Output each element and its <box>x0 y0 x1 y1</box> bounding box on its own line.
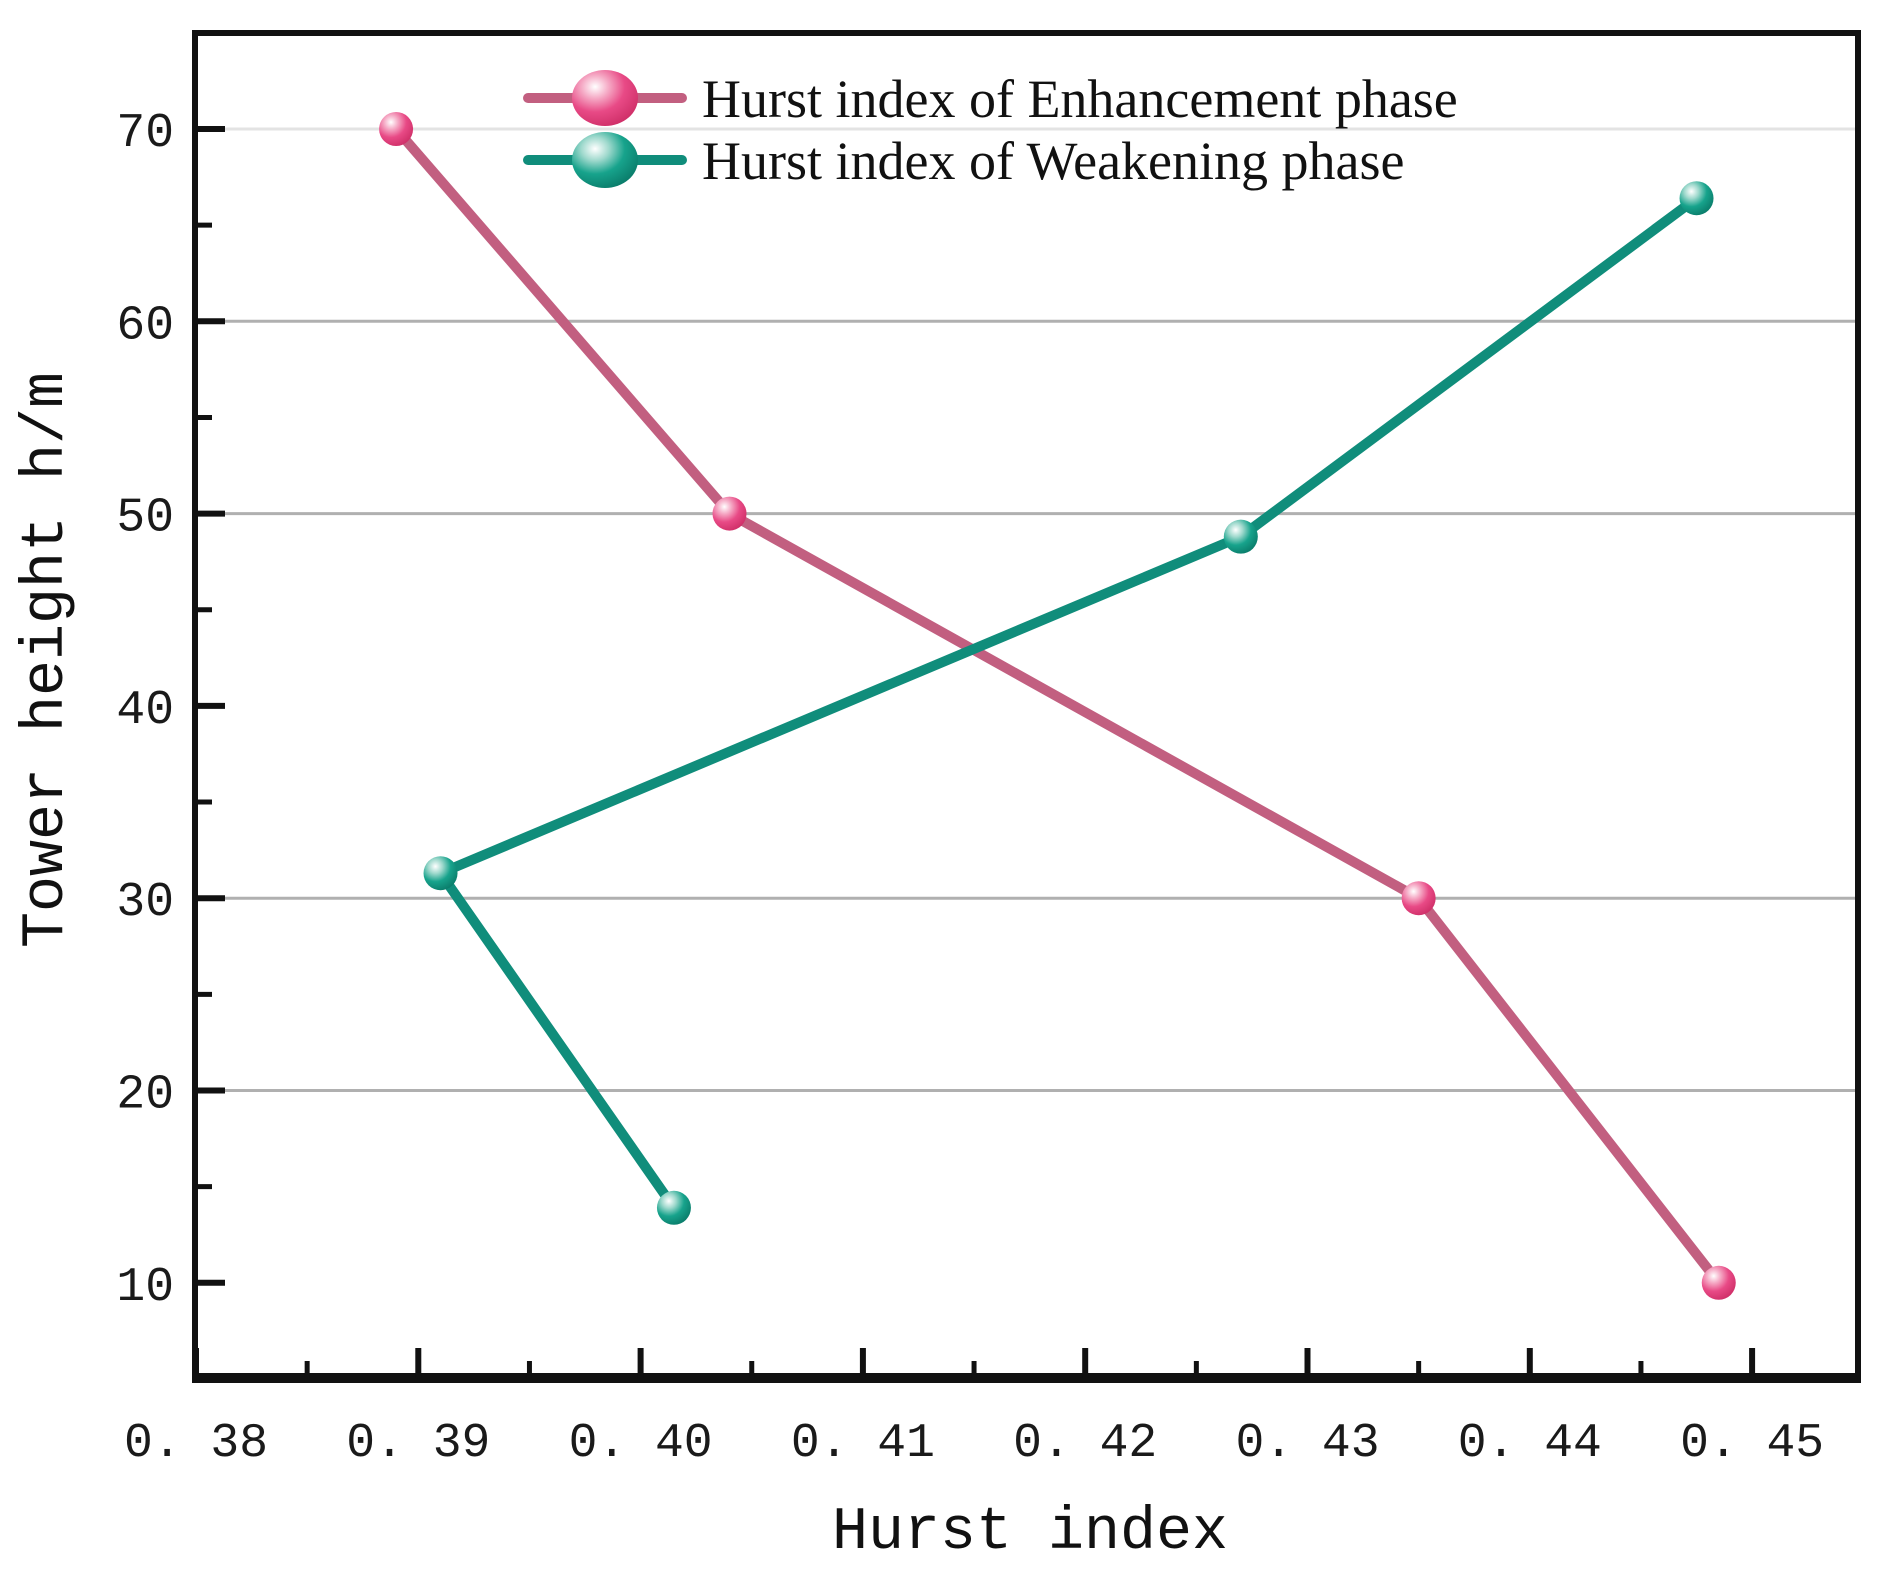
series-line-0 <box>391 124 1724 1288</box>
x-tick-label-2: 0. 40 <box>569 1417 713 1471</box>
y-axis-title: Tower height h/m <box>13 372 81 948</box>
x-tick-label-6: 0. 44 <box>1458 1417 1602 1471</box>
y-tick-label-1: 20 <box>116 1069 174 1123</box>
data-point-s0-3 <box>1701 1265 1736 1300</box>
x-tick-label-7: 0. 45 <box>1680 1417 1824 1471</box>
legend-label-weakening: Hurst index of Weakening phase <box>702 131 1404 191</box>
y-tick-label-6: 70 <box>116 107 174 161</box>
y-tick-label-3: 40 <box>116 684 174 738</box>
legend-label-enhancement: Hurst index of Enhancement phase <box>702 69 1458 129</box>
y-tick-label-5: 60 <box>116 299 174 353</box>
legend-marker-enhancement-icon <box>572 70 638 126</box>
legend: Hurst index of Enhancement phase Hurst i… <box>523 69 1458 191</box>
series-line-1 <box>435 193 1702 1213</box>
x-tick-label-1: 0. 39 <box>346 1417 490 1471</box>
y-tick-label-2: 30 <box>116 876 174 930</box>
x-tick-label-4: 0. 42 <box>1013 1417 1157 1471</box>
y-tick-label-0: 10 <box>116 1261 174 1315</box>
data-point-s1-3 <box>1679 181 1714 216</box>
data-point-s0-2 <box>1401 881 1436 916</box>
data-point-s0-1 <box>712 496 747 531</box>
data-point-s1-2 <box>1223 519 1258 554</box>
legend-marker-weakening-icon <box>572 132 638 188</box>
plot-area: 0. 38 0. 39 0. 40 0. 41 0. 42 0. 43 0. 44 0. 45… <box>116 30 1861 1471</box>
x-axis-title: Hurst index <box>832 1499 1228 1567</box>
data-point-s1-1 <box>423 856 458 891</box>
plot-frame <box>192 30 1861 1381</box>
x-tick-label-5: 0. 43 <box>1235 1417 1379 1471</box>
x-tick-label-3: 0. 41 <box>791 1417 935 1471</box>
data-point-s0-0 <box>379 112 414 146</box>
x-tick-label-0: 0. 38 <box>124 1417 268 1471</box>
y-tick-label-4: 50 <box>116 492 174 546</box>
data-point-s1-0 <box>656 1190 691 1225</box>
